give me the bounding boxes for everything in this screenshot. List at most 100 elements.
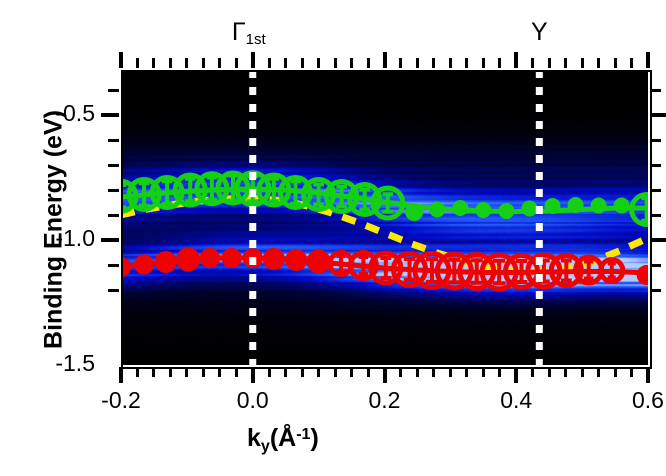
x-tick-label: 0.6: [632, 387, 664, 413]
green-data-point: [278, 175, 314, 210]
x-tick-top: [597, 58, 601, 68]
x-tick-top: [531, 58, 535, 68]
red-data-point: [479, 252, 519, 292]
y-tick-right: [650, 188, 661, 192]
y-tick-right: [650, 163, 661, 167]
x-tick-bottom: [218, 367, 222, 377]
x-tick-top: [168, 58, 172, 68]
x-tick-bottom: [168, 367, 172, 377]
green-data-point: [544, 198, 561, 214]
red-data-point: [306, 249, 331, 274]
green-data-point: [567, 197, 584, 213]
x-tick-top: [613, 58, 617, 68]
x-tick-top: [415, 58, 419, 68]
green-data-point: [126, 177, 162, 212]
green-data-point: [347, 182, 383, 217]
x-tick-bottom: [267, 367, 271, 377]
red-data-point: [221, 248, 242, 268]
x-tick-top: [350, 58, 354, 68]
x-tick-bottom: [415, 367, 419, 377]
green-data-point: [429, 201, 446, 218]
y-tick-left: [108, 213, 119, 217]
x-tick-top: [135, 58, 139, 68]
x-tick-bottom: [350, 367, 354, 377]
x-tick-bottom: [185, 367, 189, 377]
x-axis-title-paren-close: ): [310, 424, 319, 452]
y-tick-left: [108, 138, 119, 142]
angstrom-symbol: Å: [278, 424, 297, 452]
red-data-point: [121, 257, 131, 277]
intensity-map-plot-area: [121, 70, 648, 365]
x-tick-top: [234, 58, 238, 68]
y-tick-label: -1.0: [55, 225, 95, 251]
x-tick-top: [646, 52, 650, 68]
x-axis-title: ky(Å-1): [247, 424, 319, 456]
red-data-point: [154, 251, 177, 273]
gamma-symbol: Γ: [231, 18, 246, 46]
y-tick-right: [650, 263, 661, 267]
x-tick-top: [564, 58, 568, 68]
y-tick-left: [101, 113, 119, 117]
green-data-point: [370, 185, 406, 221]
green-data-point: [149, 175, 185, 210]
x-axis-title-superscript: -1: [296, 426, 311, 443]
x-tick-bottom: [284, 367, 288, 377]
y-tick-left: [108, 88, 119, 92]
y-tick-right: [650, 288, 661, 292]
red-data-point: [548, 253, 584, 288]
x-tick-top: [432, 58, 436, 68]
red-data-point: [412, 251, 452, 290]
green-data-point: [301, 177, 337, 212]
x-tick-top: [514, 52, 519, 68]
data-overlay: [121, 70, 648, 365]
red-data-point: [525, 252, 563, 290]
green-data-point: [121, 178, 139, 214]
gamma-point-label: Γ1st: [219, 18, 279, 48]
x-tick-bottom: [547, 367, 551, 377]
red-data-point: [347, 250, 379, 281]
green-data-point: [498, 203, 515, 219]
x-tick-bottom: [646, 367, 650, 383]
y-point-label: Y: [509, 18, 569, 47]
x-tick-bottom: [135, 367, 139, 377]
x-tick-bottom: [531, 367, 535, 377]
red-data-point: [503, 253, 541, 290]
x-tick-bottom: [317, 367, 321, 377]
green-data-point: [172, 172, 208, 208]
red-data-point: [598, 257, 626, 284]
x-tick-top: [119, 52, 123, 68]
x-tick-bottom: [498, 367, 502, 377]
red-data-point: [368, 250, 404, 286]
red-data-point: [391, 251, 429, 288]
x-tick-bottom: [613, 367, 617, 377]
x-tick-bottom: [382, 367, 387, 383]
x-tick-top: [481, 58, 485, 68]
x-axis-title-subscript: y: [260, 438, 270, 455]
y-tick-left: [108, 288, 119, 292]
green-data-point: [613, 197, 630, 214]
x-tick-bottom: [201, 367, 205, 377]
y-tick-left: [108, 263, 119, 267]
y-tick-right: [650, 113, 666, 117]
red-data-point: [457, 252, 497, 291]
x-tick-top: [333, 58, 337, 68]
x-tick-top: [465, 58, 469, 68]
green-data-point: [452, 200, 469, 216]
x-tick-top: [152, 58, 156, 68]
green-data-point: [194, 171, 230, 207]
x-tick-bottom: [514, 367, 519, 383]
x-tick-bottom: [300, 367, 304, 377]
x-tick-top: [300, 58, 304, 68]
x-tick-top: [185, 58, 189, 68]
y-tick-left: [108, 188, 119, 192]
green-data-point: [629, 192, 648, 227]
gamma-subscript: 1st: [245, 31, 266, 48]
green-data-point: [590, 197, 607, 214]
x-tick-top: [498, 58, 502, 68]
x-tick-top: [201, 58, 205, 68]
x-tick-bottom: [152, 367, 156, 377]
x-tick-label: 0.2: [368, 387, 401, 413]
y-point-symbol: Y: [530, 18, 548, 46]
x-tick-bottom: [399, 367, 403, 377]
